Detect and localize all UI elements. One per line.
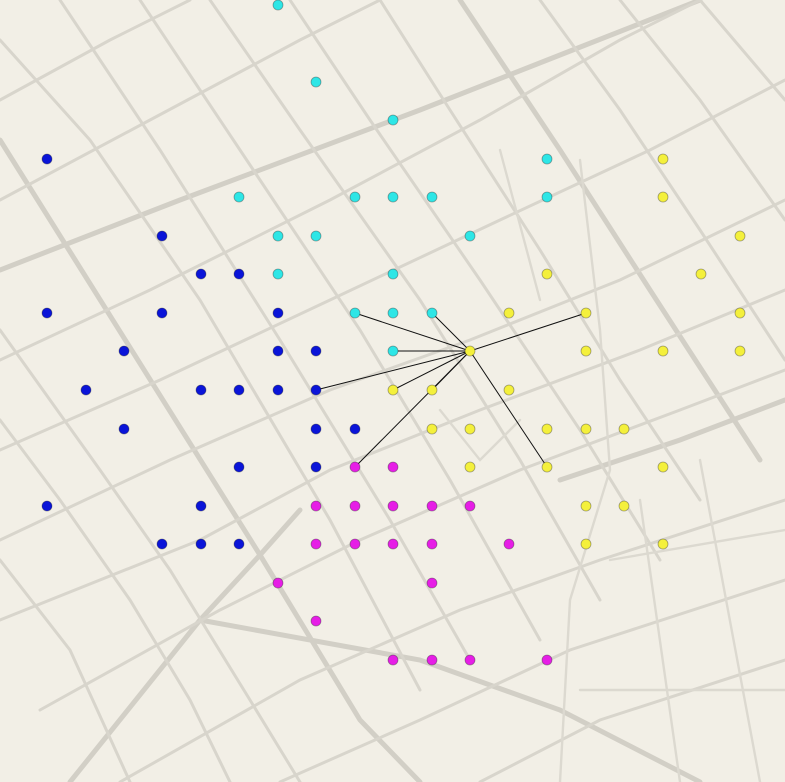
marker-yellow[interactable]	[658, 154, 668, 164]
marker-cyan[interactable]	[388, 115, 398, 125]
marker-blue[interactable]	[273, 385, 283, 395]
marker-yellow[interactable]	[465, 424, 475, 434]
marker-blue[interactable]	[119, 424, 129, 434]
marker-cyan[interactable]	[542, 154, 552, 164]
marker-blue[interactable]	[273, 308, 283, 318]
marker-cyan[interactable]	[465, 231, 475, 241]
marker-yellow[interactable]	[427, 385, 437, 395]
marker-magenta[interactable]	[465, 501, 475, 511]
marker-blue[interactable]	[196, 269, 206, 279]
marker-magenta[interactable]	[427, 655, 437, 665]
marker-cyan[interactable]	[273, 269, 283, 279]
marker-cyan[interactable]	[350, 192, 360, 202]
marker-blue[interactable]	[234, 385, 244, 395]
marker-magenta[interactable]	[350, 501, 360, 511]
marker-blue[interactable]	[234, 462, 244, 472]
marker-cyan[interactable]	[388, 346, 398, 356]
marker-cyan[interactable]	[427, 308, 437, 318]
marker-cyan[interactable]	[273, 0, 283, 10]
marker-yellow[interactable]	[581, 346, 591, 356]
marker-magenta[interactable]	[388, 539, 398, 549]
marker-cyan[interactable]	[388, 269, 398, 279]
marker-blue[interactable]	[42, 308, 52, 318]
marker-cyan[interactable]	[542, 192, 552, 202]
marker-magenta[interactable]	[504, 539, 514, 549]
marker-blue[interactable]	[119, 346, 129, 356]
marker-blue[interactable]	[42, 501, 52, 511]
marker-magenta[interactable]	[388, 462, 398, 472]
marker-yellow[interactable]	[542, 269, 552, 279]
marker-yellow[interactable]	[696, 269, 706, 279]
marker-blue[interactable]	[196, 385, 206, 395]
marker-yellow[interactable]	[658, 462, 668, 472]
marker-yellow[interactable]	[504, 308, 514, 318]
marker-magenta[interactable]	[427, 578, 437, 588]
marker-cyan[interactable]	[234, 192, 244, 202]
marker-yellow[interactable]	[465, 462, 475, 472]
marker-yellow[interactable]	[735, 231, 745, 241]
marker-yellow[interactable]	[735, 346, 745, 356]
marker-blue[interactable]	[234, 539, 244, 549]
marker-blue[interactable]	[311, 424, 321, 434]
marker-yellow[interactable]	[581, 501, 591, 511]
marker-yellow[interactable]	[658, 346, 668, 356]
marker-magenta[interactable]	[350, 539, 360, 549]
marker-yellow[interactable]	[504, 385, 514, 395]
marker-blue[interactable]	[157, 539, 167, 549]
marker-magenta[interactable]	[465, 655, 475, 665]
marker-magenta[interactable]	[427, 501, 437, 511]
marker-yellow[interactable]	[658, 192, 668, 202]
marker-magenta[interactable]	[542, 655, 552, 665]
marker-blue[interactable]	[196, 501, 206, 511]
marker-blue[interactable]	[81, 385, 91, 395]
marker-cyan[interactable]	[273, 231, 283, 241]
marker-cyan[interactable]	[388, 308, 398, 318]
marker-yellow[interactable]	[542, 462, 552, 472]
marker-cyan[interactable]	[350, 308, 360, 318]
marker-blue[interactable]	[157, 231, 167, 241]
marker-magenta[interactable]	[311, 616, 321, 626]
marker-yellow[interactable]	[427, 424, 437, 434]
marker-magenta[interactable]	[273, 578, 283, 588]
marker-blue[interactable]	[311, 462, 321, 472]
hub-marker[interactable]	[465, 346, 475, 356]
marker-blue[interactable]	[234, 269, 244, 279]
marker-magenta[interactable]	[388, 655, 398, 665]
marker-yellow[interactable]	[581, 308, 591, 318]
marker-yellow[interactable]	[542, 424, 552, 434]
marker-blue[interactable]	[273, 346, 283, 356]
marker-yellow[interactable]	[658, 539, 668, 549]
marker-cyan[interactable]	[311, 77, 321, 87]
marker-yellow[interactable]	[619, 424, 629, 434]
marker-blue[interactable]	[350, 424, 360, 434]
marker-magenta[interactable]	[427, 539, 437, 549]
marker-blue[interactable]	[42, 154, 52, 164]
marker-yellow[interactable]	[388, 385, 398, 395]
marker-magenta[interactable]	[311, 539, 321, 549]
marker-magenta[interactable]	[311, 501, 321, 511]
marker-yellow[interactable]	[581, 539, 591, 549]
marker-magenta[interactable]	[350, 462, 360, 472]
marker-cyan[interactable]	[311, 231, 321, 241]
marker-yellow[interactable]	[735, 308, 745, 318]
marker-cyan[interactable]	[427, 192, 437, 202]
marker-blue[interactable]	[311, 346, 321, 356]
marker-blue[interactable]	[311, 385, 321, 395]
marker-magenta[interactable]	[388, 501, 398, 511]
marker-blue[interactable]	[157, 308, 167, 318]
marker-yellow[interactable]	[619, 501, 629, 511]
marker-yellow[interactable]	[581, 424, 591, 434]
marker-cyan[interactable]	[388, 192, 398, 202]
marker-blue[interactable]	[196, 539, 206, 549]
